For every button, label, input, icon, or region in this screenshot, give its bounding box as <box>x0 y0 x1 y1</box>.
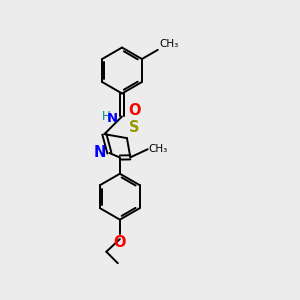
Text: O: O <box>114 235 126 250</box>
Text: CH₃: CH₃ <box>159 39 178 49</box>
Text: N: N <box>94 146 106 160</box>
Text: S: S <box>129 120 140 135</box>
Text: N: N <box>107 112 118 125</box>
Text: CH₃: CH₃ <box>149 144 168 154</box>
Text: O: O <box>128 103 141 118</box>
Text: H: H <box>101 110 110 123</box>
